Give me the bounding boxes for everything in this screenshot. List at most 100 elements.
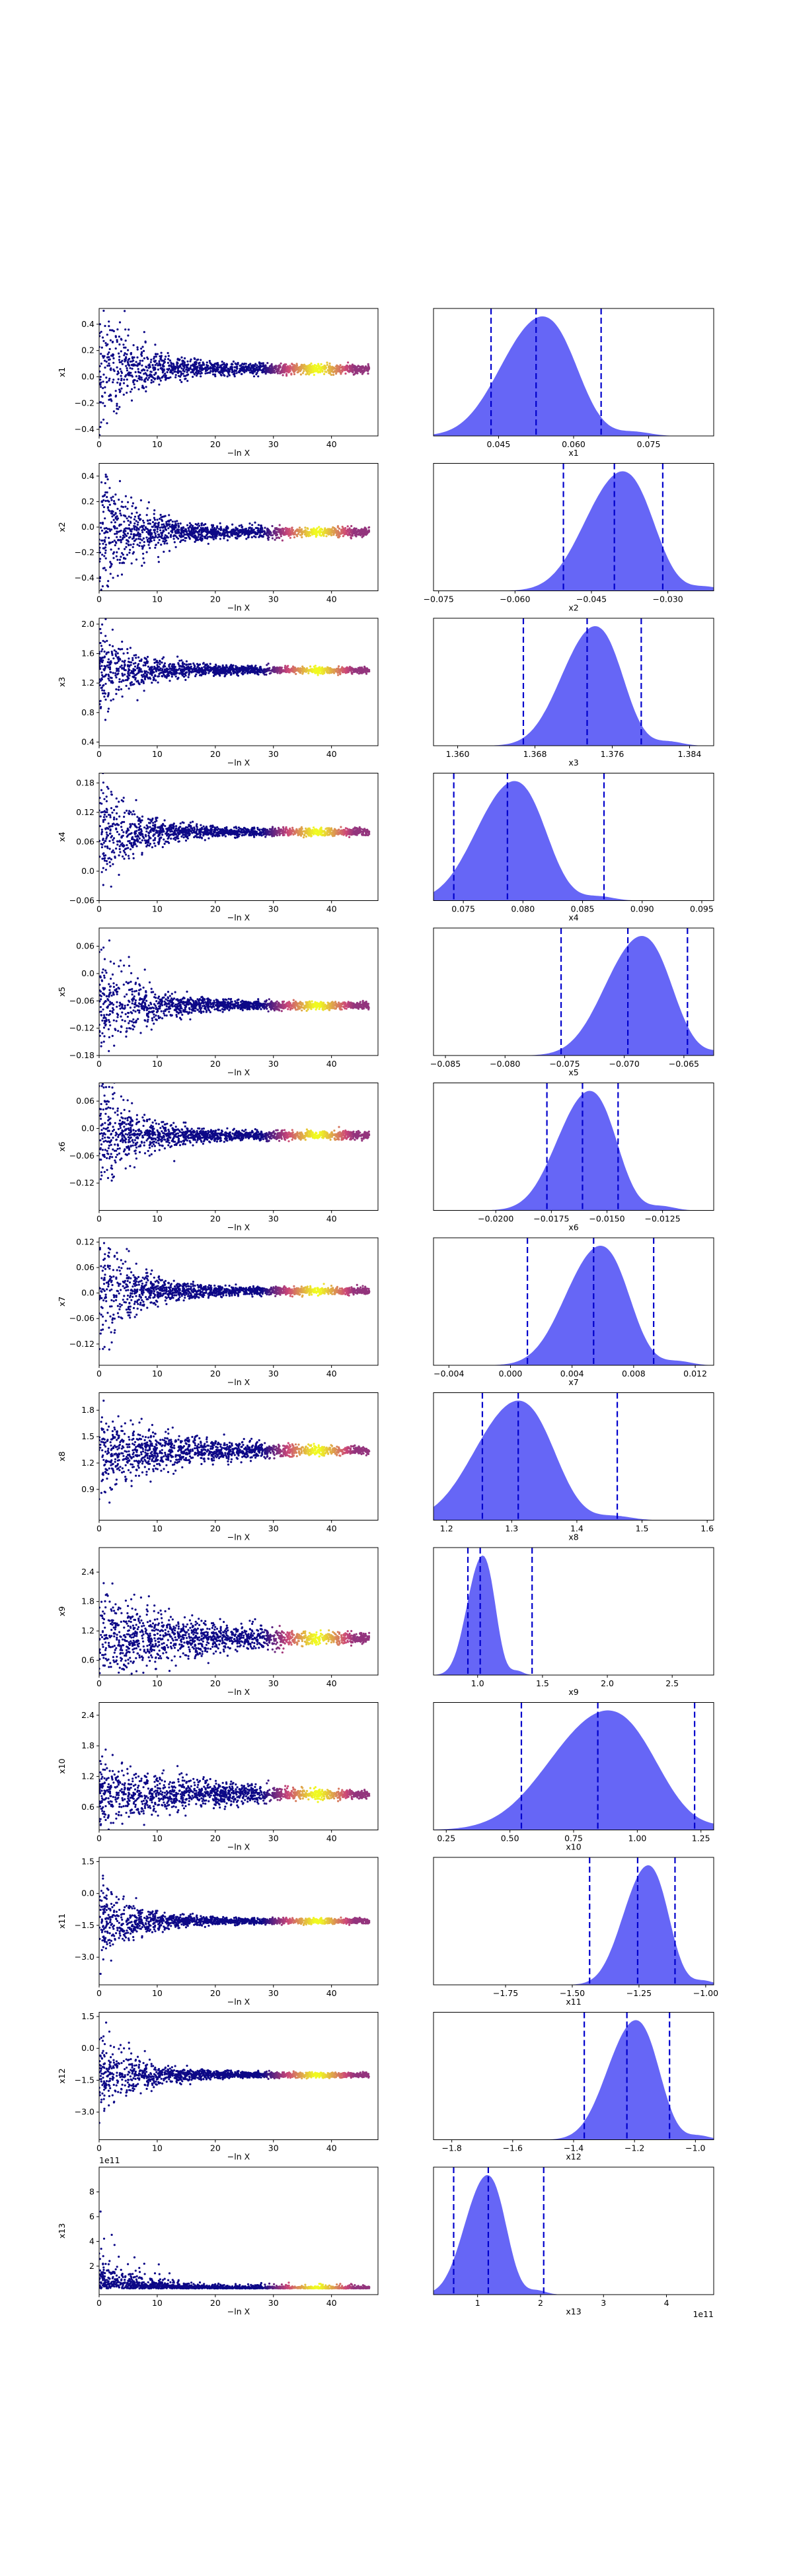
trace-point (106, 365, 109, 367)
trace-point (112, 672, 114, 674)
trace-point (247, 529, 250, 532)
trace-point (130, 533, 132, 536)
trace-point (135, 375, 137, 378)
trace-point (180, 380, 183, 384)
trace-point (193, 836, 196, 839)
trace-point (121, 666, 124, 670)
trace-point (130, 517, 132, 519)
trace-point (158, 666, 161, 668)
trace-point (169, 376, 172, 378)
trace-point (281, 530, 283, 532)
trace-point (181, 665, 184, 668)
trace-point (303, 533, 307, 536)
trace-point (285, 670, 288, 672)
x-tick-label: 1.376 (601, 749, 624, 759)
trace-point (102, 657, 104, 659)
trace-point (339, 369, 342, 372)
trace-point (298, 526, 301, 529)
trace-point (127, 670, 130, 673)
trace-point (337, 674, 340, 676)
trace-point (155, 670, 158, 673)
trace-point (218, 366, 221, 369)
trace-point (102, 668, 105, 670)
trace-point (143, 369, 146, 372)
trace-point (153, 368, 157, 371)
trace-point (127, 363, 130, 366)
trace-point (243, 367, 245, 370)
trace-point (181, 362, 184, 365)
trace-point (362, 529, 365, 532)
trace-point (167, 675, 169, 678)
trace-point (147, 501, 150, 504)
trace-point (266, 537, 269, 540)
trace-point (243, 668, 246, 671)
trace-point (156, 660, 159, 662)
trace-point (118, 854, 120, 857)
trace-point (310, 362, 313, 365)
trace-point (258, 668, 260, 671)
trace-point (159, 661, 161, 663)
trace-point (215, 528, 217, 531)
trace-point (105, 376, 108, 379)
trace-point (128, 515, 130, 518)
trace-point (106, 334, 108, 336)
trace-point (211, 528, 213, 531)
trace-point (337, 665, 340, 668)
trace-point (128, 674, 130, 676)
trace-point (211, 671, 214, 674)
trace-point (257, 365, 260, 369)
trace-point (132, 672, 134, 674)
trace-point (235, 365, 238, 368)
trace-point (233, 375, 236, 378)
trace-point (110, 398, 112, 401)
trace-point (108, 487, 111, 489)
trace-point (202, 529, 205, 532)
trace-point (178, 359, 180, 361)
trace-point (122, 831, 125, 834)
trace-point (172, 665, 176, 668)
trace-point (200, 375, 202, 378)
trace-point (127, 501, 130, 503)
trace-point (258, 361, 260, 364)
posterior-frame (433, 463, 714, 591)
trace-point (114, 672, 117, 674)
trace-point (143, 524, 145, 527)
trace-point (180, 536, 182, 538)
trace-point (256, 527, 260, 530)
trace-point (122, 506, 124, 509)
trace-point (248, 365, 250, 368)
trace-point (112, 557, 115, 559)
trace-point (238, 666, 241, 669)
trace-point (275, 666, 278, 670)
trace-point (361, 373, 364, 375)
trace-point (187, 676, 190, 678)
trace-point (154, 666, 157, 670)
trace-point (350, 367, 352, 369)
trace-point (118, 680, 121, 683)
trace-point (147, 367, 150, 369)
trace-point (150, 359, 153, 361)
trace-point (158, 538, 161, 542)
trace-point (235, 664, 237, 668)
trace-point (140, 670, 143, 672)
trace-point (222, 533, 225, 536)
trace-point (116, 558, 119, 561)
trace-point (180, 367, 183, 370)
trace-point (227, 668, 229, 671)
trace-point (122, 343, 125, 346)
trace-point (313, 367, 316, 369)
trace-point (143, 373, 145, 375)
trace-point (107, 580, 110, 583)
trace-point (215, 362, 217, 365)
x-tick-label: 1.368 (523, 749, 547, 759)
trace-point (124, 532, 126, 535)
trace-point (179, 669, 182, 672)
trace-point (249, 363, 252, 365)
trace-point (118, 678, 121, 680)
trace-point (104, 536, 107, 539)
trace-point (347, 530, 350, 533)
trace-point (202, 363, 205, 365)
trace-point (315, 367, 318, 371)
trace-point (127, 349, 130, 351)
trace-point (133, 364, 136, 367)
